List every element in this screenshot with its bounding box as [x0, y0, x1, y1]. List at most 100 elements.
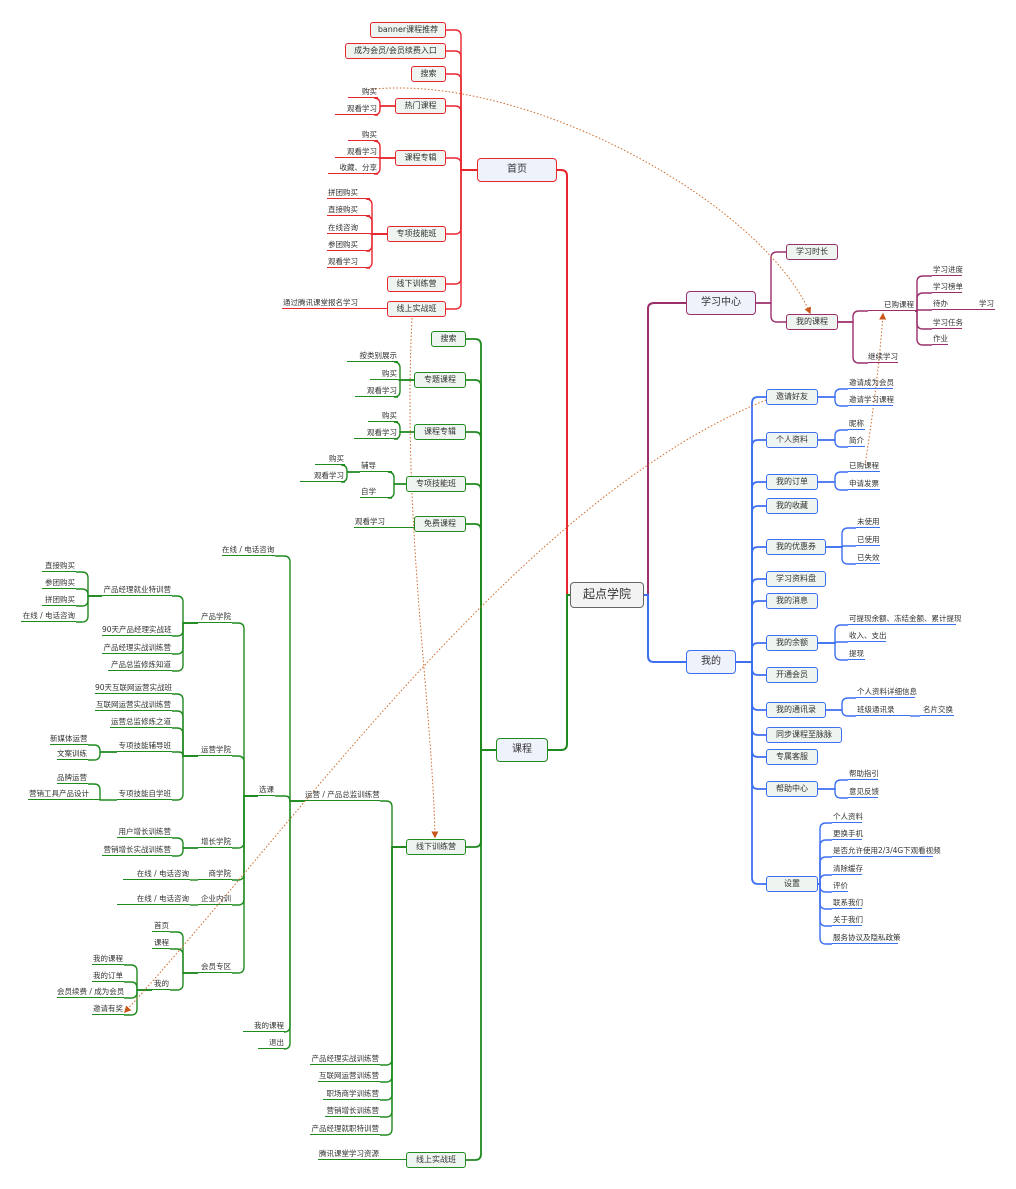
node-mine-children-11-label[interactable]: 专属客服 — [766, 749, 818, 765]
leaf-course-children-5-items-0-items-0-label[interactable]: 在线 / 电话咨询 — [222, 545, 275, 556]
leaf-home-children-3-items-1[interactable]: 观看学习 — [335, 103, 378, 115]
node-mine-children-10-label[interactable]: 同步课程至脉脉 — [766, 727, 842, 743]
leaf-study-children-1-items-0-items-1-label[interactable]: 学习榜单 — [932, 282, 963, 293]
node-mine-children-8-label[interactable]: 开通会员 — [766, 667, 818, 683]
leaf-mine-children-13-items-3[interactable]: 清除缓存 — [832, 864, 863, 875]
leaf-study-children-1-items-0-label[interactable]: 已购课程 — [868, 299, 915, 311]
leaf-mine-children-7-items-2[interactable]: 提现 — [848, 649, 865, 660]
leaf-course-children-5-items-0-items-1-items-3-items-0[interactable]: 在线 / 电话咨询 — [123, 868, 190, 880]
leaf-home-children-4-items-0[interactable]: 购买 — [348, 129, 378, 141]
leaf-course-children-5-items-0-items-1-items-5-items-2-items-3[interactable]: 邀请有奖 — [92, 1004, 124, 1015]
leaf-course-children-3-items-0-label[interactable]: 辅导 — [360, 460, 392, 472]
node-home-children-6-label[interactable]: 线下训练营 — [387, 276, 446, 292]
node-mine-children-13-label[interactable]: 设置 — [766, 876, 818, 892]
node-mine-children-4-label[interactable]: 我的优惠券 — [766, 539, 826, 555]
node-home-children-2-label[interactable]: 搜索 — [411, 66, 446, 82]
leaf-course-children-5-items-0-items-1-items-0-items-0-items-2[interactable]: 拼团购买 — [42, 594, 76, 606]
leaf-mine-children-0-items-0[interactable]: 邀请成为会员 — [848, 378, 894, 389]
node-course-children-2-label[interactable]: 课程专辑 — [414, 424, 466, 440]
leaf-course-children-5-items-4-label[interactable]: 营销增长训练营 — [325, 1106, 380, 1117]
node-mine-children-3-label[interactable]: 我的收藏 — [766, 498, 818, 514]
leaf-course-children-5-items-0-items-1-items-4-label[interactable]: 企业内训 — [198, 893, 232, 905]
leaf-course-children-5-items-0-label[interactable]: 运营 / 产品总监训练营 — [305, 790, 380, 801]
leaf-course-children-5-items-0-items-1-items-5-items-0-label[interactable]: 首页 — [152, 921, 170, 932]
leaf-course-children-5-items-0-items-1-items-0-items-3-label[interactable]: 产品总监修炼知道 — [108, 659, 172, 671]
leaf-study-children-1-items-0-items-0-label[interactable]: 学习进度 — [932, 265, 963, 276]
leaf-course-children-5-items-0-items-1-items-1-items-1-label[interactable]: 互联网运营实战训练营 — [95, 700, 172, 711]
leaf-course-children-5-items-3-label[interactable]: 职场商学训练营 — [323, 1088, 380, 1100]
leaf-course-children-5-items-0-items-1-items-1-items-0-label[interactable]: 90天互联网运营实战班 — [95, 683, 173, 694]
leaf-home-children-5-items-1[interactable]: 直接购买 — [327, 204, 370, 216]
leaf-course-children-5-items-0-items-1-items-1-items-3-label[interactable]: 专项技能辅导班 — [117, 741, 172, 752]
leaf-mine-children-7-items-1[interactable]: 收入、支出 — [848, 631, 887, 642]
leaf-mine-children-13-items-2[interactable]: 是否允许使用2/3/4G下观看视频 — [832, 846, 941, 857]
leaf-mine-children-1-items-1[interactable]: 简介 — [848, 436, 865, 447]
leaf-course-children-5-items-0-items-1-items-5-label[interactable]: 会员专区 — [198, 961, 232, 973]
node-mine-children-2-label[interactable]: 我的订单 — [766, 474, 818, 490]
leaf-mine-children-13-items-0[interactable]: 个人资料 — [832, 812, 863, 823]
leaf-course-children-5-items-0-items-1-items-1-items-3-items-0[interactable]: 新媒体运营 — [50, 734, 88, 745]
leaf-course-children-5-items-0-items-1-items-3-label[interactable]: 商学院 — [198, 868, 232, 880]
leaf-home-children-5-items-0[interactable]: 拼团购买 — [327, 187, 370, 199]
node-mine-children-9-label[interactable]: 我的通讯录 — [766, 702, 826, 718]
leaf-course-children-5-items-0-items-1-items-5-items-2-items-1[interactable]: 我的订单 — [92, 971, 124, 982]
leaf-course-children-3-items-1-label[interactable]: 自学 — [360, 486, 392, 498]
node-home-children-1-label[interactable]: 成为会员/会员续费入口 — [345, 43, 446, 59]
leaf-course-children-5-items-0-items-1-items-0-items-0-label[interactable]: 产品经理就业特训营 — [102, 585, 172, 596]
leaf-course-children-5-items-1-label[interactable]: 产品经理实战训练营 — [310, 1054, 380, 1065]
leaf-mine-children-7-items-0[interactable]: 可提现余额、冻结金额、累计提现 — [848, 614, 962, 625]
node-mine-children-6-label[interactable]: 我的消息 — [766, 593, 818, 609]
node-study-children-1-label[interactable]: 我的课程 — [786, 314, 838, 330]
leaf-course-children-5-items-0-items-1-items-2-items-0[interactable]: 用户增长训练营 — [117, 827, 172, 838]
leaf-course-children-5-items-2-label[interactable]: 互联网运营训练营 — [318, 1071, 380, 1082]
leaf-course-children-6-items-0[interactable]: 腾讯课堂学习资源 — [318, 1148, 406, 1160]
node-course-label[interactable]: 课程 — [496, 738, 548, 762]
leaf-course-children-1-items-2[interactable]: 观看学习 — [355, 385, 398, 397]
leaf-course-children-5-items-0-items-1-items-0-items-0-items-3[interactable]: 在线 / 电话咨询 — [21, 611, 76, 622]
leaf-mine-children-9-items-1-items-0[interactable]: 名片交换 — [920, 704, 954, 716]
leaf-course-children-5-items-0-items-1-items-2-items-1[interactable]: 营销增长实战训练营 — [102, 845, 172, 856]
leaf-course-children-3-items-0-items-1[interactable]: 观看学习 — [300, 470, 345, 482]
node-course-children-4-label[interactable]: 免费课程 — [414, 516, 466, 532]
leaf-course-children-5-items-0-items-1-items-4-items-0[interactable]: 在线 / 电话咨询 — [117, 893, 190, 905]
leaf-mine-children-9-items-1-label[interactable]: 班级通讯录 — [856, 704, 910, 716]
leaf-study-children-1-items-0-items-4-label[interactable]: 作业 — [932, 334, 948, 345]
leaf-course-children-1-items-1[interactable]: 购买 — [370, 368, 398, 380]
leaf-mine-children-2-items-1[interactable]: 申请发票 — [848, 479, 880, 490]
leaf-course-children-5-items-0-items-1-items-5-items-2-items-2[interactable]: 会员续费 / 成为会员 — [57, 987, 125, 998]
leaf-course-children-5-items-0-items-1-items-1-label[interactable]: 运营学院 — [198, 744, 232, 756]
leaf-mine-children-2-items-0[interactable]: 已购课程 — [848, 461, 880, 472]
leaf-mine-children-12-items-1[interactable]: 意见反馈 — [848, 787, 879, 798]
leaf-home-children-5-items-3[interactable]: 参团购买 — [327, 239, 370, 251]
node-home-children-0-label[interactable]: banner课程推荐 — [370, 22, 446, 38]
leaf-course-children-2-items-0[interactable]: 购买 — [368, 410, 398, 422]
node-mine-label[interactable]: 我的 — [686, 650, 736, 674]
leaf-mine-children-13-items-6[interactable]: 关于我们 — [832, 915, 863, 926]
node-home-children-4-label[interactable]: 课程专辑 — [395, 150, 446, 166]
leaf-course-children-5-items-0-items-1-items-1-items-4-items-1[interactable]: 营销工具产品设计 — [28, 788, 100, 800]
leaf-course-children-2-items-1[interactable]: 观看学习 — [354, 427, 398, 439]
leaf-course-children-5-items-0-items-2-label[interactable]: 我的课程 — [243, 1020, 285, 1032]
leaf-mine-children-13-items-1[interactable]: 更换手机 — [832, 829, 863, 840]
leaf-course-children-5-items-0-items-1-items-0-items-2-label[interactable]: 产品经理实战训练营 — [102, 643, 172, 654]
node-mine-children-12-label[interactable]: 帮助中心 — [766, 781, 818, 797]
leaf-course-children-4-items-0[interactable]: 观看学习 — [354, 516, 414, 528]
node-home-children-7-label[interactable]: 线上实战班 — [387, 301, 446, 317]
leaf-home-children-3-items-0[interactable]: 购买 — [348, 86, 378, 98]
node-mine-children-7-label[interactable]: 我的余额 — [766, 635, 818, 651]
leaf-course-children-5-items-0-items-1-items-1-items-4-label[interactable]: 专项技能自学班 — [117, 789, 172, 800]
leaf-home-children-5-items-2[interactable]: 在线咨询 — [327, 222, 370, 234]
leaf-study-children-1-items-1-label[interactable]: 继续学习 — [868, 352, 898, 363]
node-study-label[interactable]: 学习中心 — [686, 291, 756, 315]
leaf-home-children-7-items-0[interactable]: 通过腾讯课堂报名学习 — [282, 297, 387, 309]
node-home-children-5-label[interactable]: 专项技能班 — [387, 226, 446, 242]
node-mine-children-5-label[interactable]: 学习资料盘 — [766, 571, 826, 587]
leaf-course-children-5-items-0-items-1-items-5-items-2-items-0[interactable]: 我的课程 — [92, 954, 124, 965]
leaf-mine-children-9-items-0-label[interactable]: 个人资料详细信息 — [856, 687, 917, 698]
leaf-course-children-5-items-0-items-1-items-5-items-2-label[interactable]: 我的 — [152, 979, 170, 990]
leaf-course-children-5-items-0-items-1-items-0-items-0-items-0[interactable]: 直接购买 — [42, 560, 76, 572]
node-mine-children-0-label[interactable]: 邀请好友 — [766, 389, 818, 405]
leaf-course-children-5-items-0-items-1-label[interactable]: 选课 — [258, 785, 275, 796]
leaf-mine-children-4-items-2[interactable]: 已失效 — [856, 553, 880, 564]
leaf-course-children-5-items-0-items-1-items-1-items-4-items-0[interactable]: 品牌运营 — [57, 773, 88, 784]
